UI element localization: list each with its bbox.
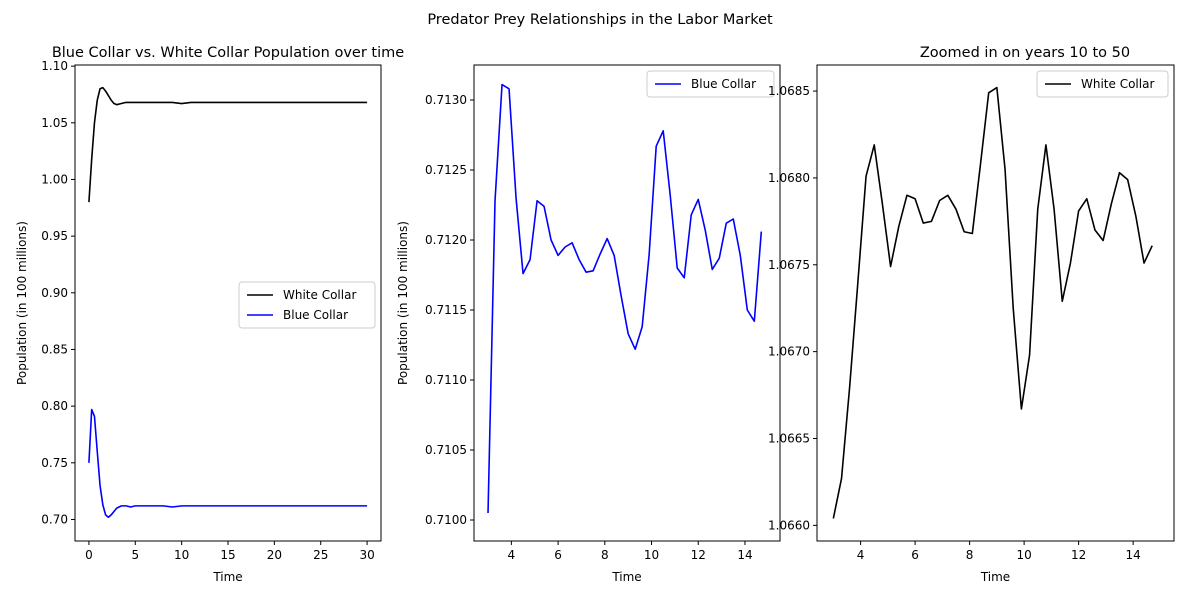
x-tick-label-left: 5 xyxy=(131,548,139,562)
chart-panel-left: Blue Collar vs. White Collar Population … xyxy=(15,45,404,584)
x-tick-label-right: 14 xyxy=(1125,548,1140,562)
y-tick-label-middle: 0.7105 xyxy=(425,443,467,457)
figure-suptitle: Predator Prey Relationships in the Labor… xyxy=(427,12,773,28)
y-tick-label-left: 0.75 xyxy=(41,456,68,470)
y-tick-label-middle: 0.7120 xyxy=(425,233,467,247)
y-tick-label-middle: 0.7110 xyxy=(425,373,467,387)
legend-right: White Collar xyxy=(1036,70,1169,98)
y-axis-label-left: Population (in 100 millions) xyxy=(15,221,29,385)
y-tick-label-right: 1.0680 xyxy=(768,171,810,185)
chart-panel-middle: 4 6 8 10 12 14 0.7100 0.7105 0.7110 0.7115 0.7120 0… xyxy=(396,64,781,584)
x-axis-label-middle: Time xyxy=(611,570,641,584)
x-tick-label-left: 0 xyxy=(85,548,93,562)
series-line-blue-collar-middle xyxy=(487,83,763,514)
x-tick-label-left: 15 xyxy=(220,548,235,562)
series-line-white-collar-right xyxy=(832,86,1153,519)
y-tick-label-left: 1.05 xyxy=(41,116,68,130)
legend-middle: Blue Collar xyxy=(646,70,775,98)
y-tick-label-left: 1.10 xyxy=(41,59,68,73)
y-tick-label-middle: 0.7115 xyxy=(425,303,467,317)
x-tick-label-left: 10 xyxy=(174,548,189,562)
y-tick-label-left: 0.95 xyxy=(41,229,68,243)
x-axis-label-right: Time xyxy=(980,570,1010,584)
legend-frame-left xyxy=(238,281,376,329)
x-tick-label-middle: 14 xyxy=(737,548,752,562)
legend-label-left: Blue Collar xyxy=(283,308,348,322)
y-tick-label-left: 0.85 xyxy=(41,342,68,356)
plot-frame-middle xyxy=(473,64,781,542)
y-tick-label-right: 1.0685 xyxy=(768,84,810,98)
x-tick-label-right: 8 xyxy=(966,548,974,562)
x-tick-label-left: 25 xyxy=(313,548,328,562)
x-tick-label-right: 4 xyxy=(857,548,865,562)
y-tick-label-right: 1.0660 xyxy=(768,518,810,532)
x-tick-label-middle: 12 xyxy=(691,548,706,562)
y-tick-label-left: 0.80 xyxy=(41,399,68,413)
y-axis-label-middle: Population (in 100 millions) xyxy=(396,221,410,385)
legend-label-right: White Collar xyxy=(1081,77,1154,91)
x-tick-label-middle: 10 xyxy=(644,548,659,562)
series-line-blue-collar-left xyxy=(88,408,368,519)
y-tick-label-middle: 0.7100 xyxy=(425,513,467,527)
x-axis-label-left: Time xyxy=(212,570,242,584)
x-tick-label-middle: 4 xyxy=(508,548,516,562)
x-tick-label-left: 30 xyxy=(359,548,374,562)
x-tick-label-right: 12 xyxy=(1071,548,1086,562)
chart-panel-right: Zoomed in on years 10 to 50 4 6 8 10 12 14 1.0… xyxy=(768,45,1175,584)
legend-frame-middle xyxy=(646,70,775,98)
chart-title-right: Zoomed in on years 10 to 50 xyxy=(920,45,1130,61)
y-tick-label-right: 1.0670 xyxy=(768,345,810,359)
y-tick-label-left: 0.90 xyxy=(41,286,68,300)
chart-title-left: Blue Collar vs. White Collar Population … xyxy=(52,45,404,61)
legend-label-middle: Blue Collar xyxy=(691,77,756,91)
y-tick-label-right: 1.0665 xyxy=(768,432,810,446)
x-tick-label-right: 10 xyxy=(1016,548,1031,562)
series-line-white-collar-left xyxy=(88,86,368,203)
x-tick-label-middle: 8 xyxy=(601,548,609,562)
y-tick-label-left: 0.70 xyxy=(41,512,68,526)
x-tick-label-right: 6 xyxy=(911,548,919,562)
legend-label-left: White Collar xyxy=(283,288,356,302)
y-tick-label-right: 1.0675 xyxy=(768,258,810,272)
y-tick-label-left: 1.00 xyxy=(41,172,68,186)
legend-left: White Collar Blue Collar xyxy=(238,281,376,329)
plot-frame-right xyxy=(816,64,1175,542)
x-tick-label-middle: 6 xyxy=(554,548,562,562)
legend-frame-right xyxy=(1036,70,1169,98)
x-tick-label-left: 20 xyxy=(267,548,282,562)
y-tick-label-middle: 0.7125 xyxy=(425,163,467,177)
y-tick-label-middle: 0.7130 xyxy=(425,93,467,107)
